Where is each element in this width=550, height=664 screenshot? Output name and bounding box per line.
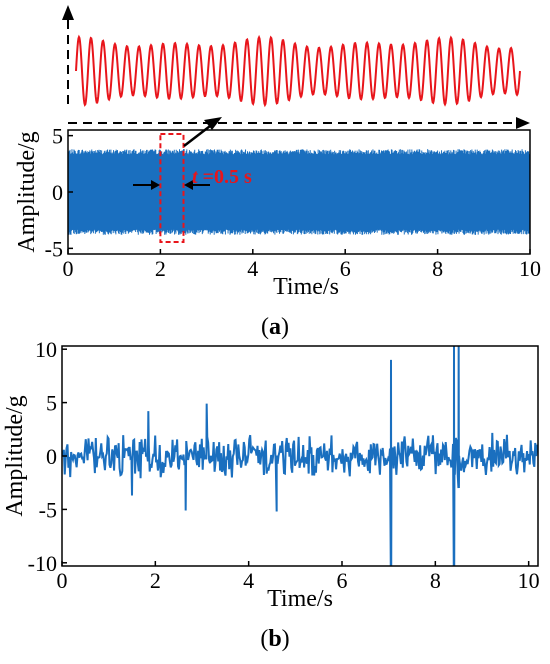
window-annotation: t =0.5 s <box>192 166 252 188</box>
series-a-vibration <box>67 149 531 235</box>
a-xtick-label: 4 <box>247 256 258 281</box>
a-ytick-label: 0 <box>52 180 63 205</box>
b-xtick-label: 6 <box>337 568 348 593</box>
panel-label-b: (b) <box>260 626 289 652</box>
series-b-vibration <box>61 345 539 567</box>
a-xtick-label: 8 <box>432 256 443 281</box>
x-ticks-a: 0 2 4 6 8 10 <box>63 249 541 281</box>
panel-b: 10 5 0 -5 -10 0 2 4 6 8 10 Amplitude/g Time/s (b) <box>2 337 540 652</box>
x-ticks-b: 0 2 4 6 8 10 <box>57 561 540 593</box>
panel-label-a: (a) <box>261 314 289 340</box>
panel-label-b-open: ( <box>260 626 268 652</box>
panel-label-a-open: ( <box>261 314 269 340</box>
b-xtick-label: 4 <box>243 568 254 593</box>
inset-zoom-series <box>75 34 521 108</box>
y-axis-label-b: Amplitude/g <box>2 395 28 516</box>
inset-arrow-up-icon <box>62 5 74 20</box>
panel-label-b-close: ) <box>282 626 290 652</box>
inset-arrow-right-icon <box>516 117 530 129</box>
a-xtick-label: 2 <box>155 256 166 281</box>
a-ytick-label: 5 <box>52 124 63 149</box>
panel-label-a-close: ) <box>281 314 289 340</box>
b-ytick-label: 5 <box>46 391 57 416</box>
zoom-pointer-arrow <box>183 122 215 147</box>
b-ytick-label: 0 <box>46 444 57 469</box>
b-ytick-label: -10 <box>28 551 57 576</box>
axes-a: 50-5 0 2 4 6 8 10 <box>45 124 541 281</box>
b-ytick-label: 10 <box>35 337 57 362</box>
a-ytick-label: -5 <box>45 236 63 261</box>
width-arrowhead-left-icon <box>151 180 160 190</box>
b-xtick-label: 2 <box>150 568 161 593</box>
a-xtick-label: 10 <box>519 256 541 281</box>
b-ytick-label: -5 <box>39 497 57 522</box>
a-xtick-label: 6 <box>340 256 351 281</box>
axes-b: 10 5 0 -5 -10 0 2 4 6 8 10 <box>28 337 540 593</box>
inset-zoom <box>62 5 530 129</box>
highlight-window <box>159 133 185 243</box>
annotation-symbol: t <box>192 166 199 188</box>
annotation-text: =0.5 s <box>198 166 252 188</box>
panel-label-a-letter: a <box>269 314 281 340</box>
b-xtick-label: 8 <box>430 568 441 593</box>
x-axis-label-b: Time/s <box>267 586 333 612</box>
b-xtick-label: 10 <box>518 568 540 593</box>
b-xtick-label: 0 <box>57 568 68 593</box>
zoom-pointer-arrowhead-icon <box>204 117 222 130</box>
panel-a: 50-5 0 2 4 6 8 10 t =0.5 s Amplitude/g Time/s… <box>14 5 541 340</box>
y-ticks-a: 5 0 -5 <box>45 124 73 261</box>
a-xtick-label: 0 <box>63 256 74 281</box>
y-ticks-b: 10 5 0 -5 -10 <box>28 337 67 576</box>
width-arrowhead-right-icon <box>184 180 193 190</box>
y-axis-label-a: Amplitude/g <box>14 131 40 252</box>
panel-label-b-letter: b <box>268 626 281 652</box>
x-axis-label-a: Time/s <box>273 274 339 300</box>
